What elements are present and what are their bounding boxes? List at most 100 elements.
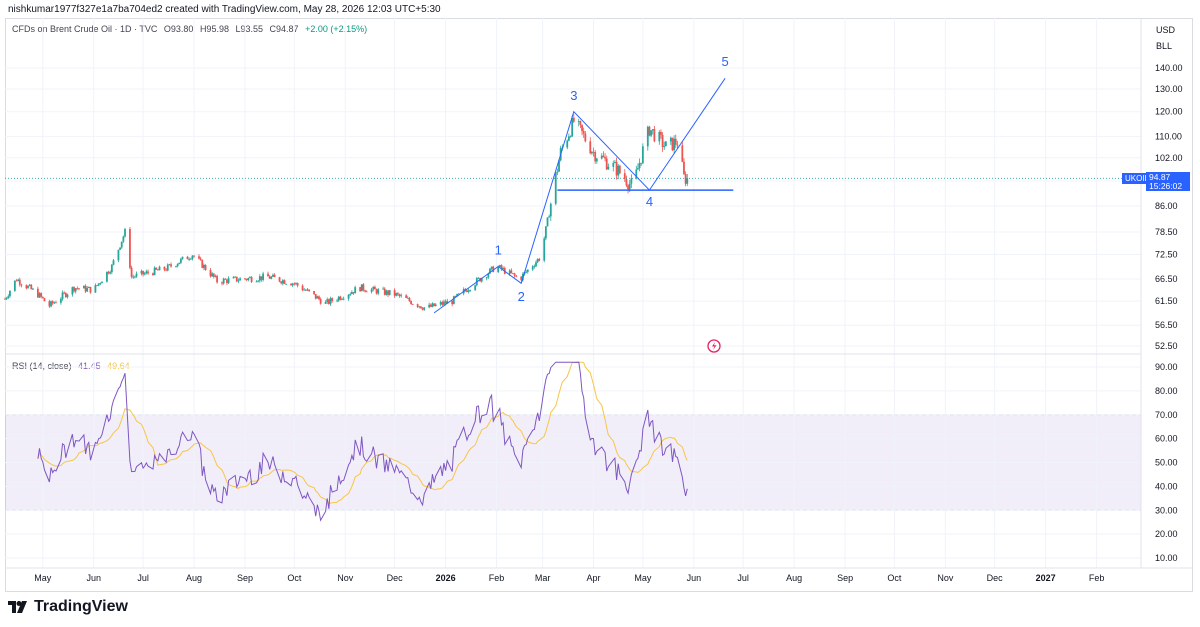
- candle: [15, 279, 18, 282]
- candle: [63, 291, 66, 295]
- wave-label[interactable]: 1: [495, 243, 502, 258]
- candle: [535, 260, 537, 268]
- currency-label[interactable]: USD: [1156, 25, 1176, 35]
- candle: [526, 269, 529, 274]
- candle: [110, 263, 113, 275]
- wave-label[interactable]: 3: [570, 88, 577, 103]
- candle: [142, 270, 144, 277]
- candle: [48, 299, 51, 308]
- candle: [567, 133, 570, 142]
- tradingview-logo[interactable]: TradingView: [8, 598, 128, 616]
- wave-label[interactable]: 4: [646, 194, 653, 209]
- candle: [373, 285, 376, 290]
- candle: [133, 275, 136, 279]
- symbol-title[interactable]: CFDs on Brent Crude Oil · 1D · TVC: [12, 24, 158, 34]
- rsi-title[interactable]: RSI (14, close): [12, 361, 72, 371]
- candle: [94, 283, 97, 293]
- candle: [411, 303, 414, 305]
- candle: [99, 282, 102, 286]
- candle: [7, 294, 10, 300]
- candle: [53, 301, 56, 304]
- candle: [5, 296, 8, 301]
- candle: [216, 274, 218, 284]
- candle: [186, 255, 189, 260]
- candle: [78, 288, 80, 291]
- candle: [249, 276, 251, 279]
- candle: [360, 284, 363, 292]
- wave-label[interactable]: 5: [721, 54, 728, 69]
- candle: [316, 295, 319, 299]
- candle: [405, 294, 408, 299]
- candle: [640, 162, 643, 166]
- candle: [641, 143, 644, 165]
- candle: [549, 202, 552, 221]
- candle: [175, 265, 177, 268]
- candle: [352, 292, 355, 295]
- candle: [76, 286, 79, 290]
- candle: [13, 280, 16, 292]
- candle: [492, 265, 495, 273]
- candle: [301, 284, 304, 292]
- candle: [623, 169, 626, 182]
- rsi-ma-value: 49.64: [107, 361, 130, 371]
- candle: [43, 297, 46, 302]
- candle: [158, 265, 161, 271]
- candle: [140, 269, 143, 276]
- candle: [84, 284, 87, 294]
- candle: [383, 287, 386, 296]
- candle: [669, 136, 672, 145]
- candle: [638, 158, 641, 172]
- candle: [658, 130, 661, 145]
- rsi-value: 41.45: [78, 361, 101, 371]
- candle: [326, 297, 329, 305]
- legend-low: L93.55: [235, 24, 264, 34]
- last-price-tag: 94.87 15:26:02: [1146, 172, 1190, 191]
- time-tick-label: Dec: [987, 573, 1004, 583]
- candle: [513, 272, 516, 278]
- candle: [423, 307, 426, 312]
- candle: [51, 300, 54, 306]
- candle: [525, 270, 528, 274]
- alert-icon[interactable]: [707, 339, 721, 353]
- price-tick-label: 61.50: [1155, 296, 1178, 306]
- candle: [648, 125, 651, 137]
- candle: [55, 300, 57, 304]
- rsi-tick-label: 10.00: [1155, 553, 1178, 563]
- candle: [467, 288, 470, 294]
- candle: [165, 268, 168, 272]
- candle: [257, 280, 260, 283]
- candle: [536, 258, 539, 264]
- last-price: 94.87: [1149, 172, 1171, 182]
- candle: [614, 159, 616, 164]
- candle: [385, 289, 388, 296]
- candle: [313, 290, 315, 295]
- candle: [429, 303, 432, 308]
- candle: [428, 302, 431, 309]
- candle: [485, 276, 488, 281]
- candle: [199, 256, 202, 261]
- price-tick-label: 72.50: [1155, 250, 1178, 260]
- rsi-line[interactable]: [37, 361, 688, 522]
- elliott-wave-line[interactable]: [433, 78, 726, 314]
- candle: [661, 132, 664, 152]
- candle: [500, 264, 503, 271]
- candle: [193, 255, 195, 258]
- candle: [370, 287, 373, 294]
- candle: [204, 264, 207, 271]
- candle: [531, 264, 534, 271]
- rsi-ma-line[interactable]: [37, 361, 688, 504]
- candle: [439, 300, 442, 307]
- candle: [143, 271, 146, 276]
- candle: [290, 283, 292, 286]
- time-tick-label: 2027: [1036, 573, 1056, 583]
- chart-header: nishkumar1977f327e1a7ba704ed2 created wi…: [8, 4, 441, 15]
- time-tick-label: Nov: [337, 573, 354, 583]
- candle: [155, 267, 158, 271]
- wave-label[interactable]: 2: [518, 289, 525, 304]
- unit-label[interactable]: BLL: [1156, 41, 1173, 51]
- candle: [416, 303, 419, 308]
- candle: [156, 268, 159, 271]
- candle: [625, 175, 628, 188]
- legend-close: C94.87: [269, 24, 299, 34]
